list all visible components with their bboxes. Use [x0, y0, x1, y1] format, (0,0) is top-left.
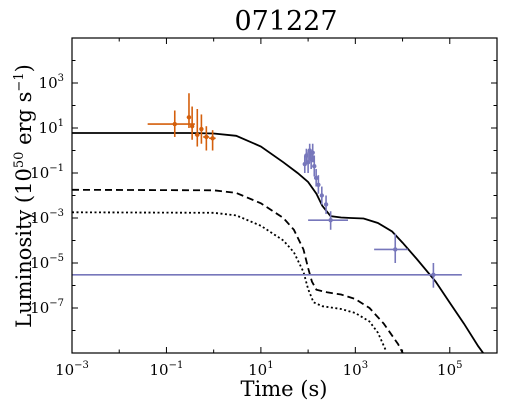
- data-point: [312, 155, 317, 177]
- y-label-unit: erg s: [12, 92, 36, 152]
- y-tick-label: 10−3: [30, 208, 64, 227]
- data-point: [313, 169, 319, 187]
- data-marker: [305, 160, 311, 165]
- data-marker: [210, 136, 215, 141]
- data-points: [72, 93, 462, 288]
- data-marker: [313, 175, 319, 181]
- data-marker: [431, 272, 436, 277]
- data-marker: [189, 124, 195, 129]
- y-tick-label: 101: [39, 118, 64, 137]
- data-marker: [302, 161, 307, 167]
- data-marker: [195, 132, 200, 137]
- data-marker: [319, 193, 325, 198]
- data-point: [316, 175, 321, 194]
- data-point: [72, 263, 462, 288]
- data-marker: [323, 202, 329, 207]
- x-axis-label: Time (s): [241, 377, 328, 401]
- x-tick-label: 105: [437, 360, 462, 379]
- data-marker: [172, 121, 177, 127]
- data-point: [310, 143, 315, 163]
- data-point: [308, 211, 349, 230]
- data-marker: [393, 247, 398, 252]
- x-tick-label: 10−1: [150, 360, 184, 379]
- model-curve-solid: [72, 132, 485, 353]
- data-point: [323, 195, 329, 215]
- data-marker: [328, 217, 333, 223]
- y-label-main: Luminosity (10: [12, 168, 36, 328]
- data-point: [203, 126, 210, 151]
- data-marker: [316, 182, 321, 187]
- data-marker: [199, 126, 204, 132]
- data-marker: [204, 134, 209, 140]
- y-label-unit-exp: −1: [12, 72, 27, 91]
- axis-ticks: 10−3 10−1 101 103 105 10−7 10−5 10−3 10−1 101 103: [30, 37, 498, 379]
- data-point: [302, 155, 307, 173]
- y-tick-label: 103: [39, 73, 64, 92]
- data-point: [186, 93, 192, 128]
- plot-frame: [71, 37, 498, 354]
- data-point: [189, 106, 195, 140]
- data-point: [319, 186, 325, 205]
- data-point: [209, 130, 216, 151]
- chart-title: 071227: [234, 6, 337, 37]
- data-marker: [186, 115, 192, 120]
- y-tick-label: 10−5: [30, 253, 64, 272]
- data-point: [199, 114, 204, 144]
- data-point: [374, 233, 408, 263]
- y-tick-label: 10−1: [30, 163, 64, 182]
- data-point: [194, 108, 200, 147]
- data-point: [305, 151, 311, 173]
- y-tick-label: 10−7: [30, 298, 64, 317]
- data-point: [147, 110, 195, 137]
- y-label-exp: 50: [12, 152, 27, 169]
- data-marker: [310, 150, 315, 155]
- x-tick-label: 10−3: [55, 360, 89, 379]
- x-tick-label: 101: [248, 360, 273, 379]
- model-curves: [72, 132, 485, 353]
- data-marker: [312, 164, 317, 169]
- model-curve-dotted: [72, 211, 388, 352]
- x-tick-label: 103: [343, 360, 368, 379]
- model-curve-dashed: [72, 188, 404, 353]
- y-label-close: ): [12, 64, 36, 72]
- y-axis-label: Luminosity (1050 erg s−1): [12, 64, 36, 328]
